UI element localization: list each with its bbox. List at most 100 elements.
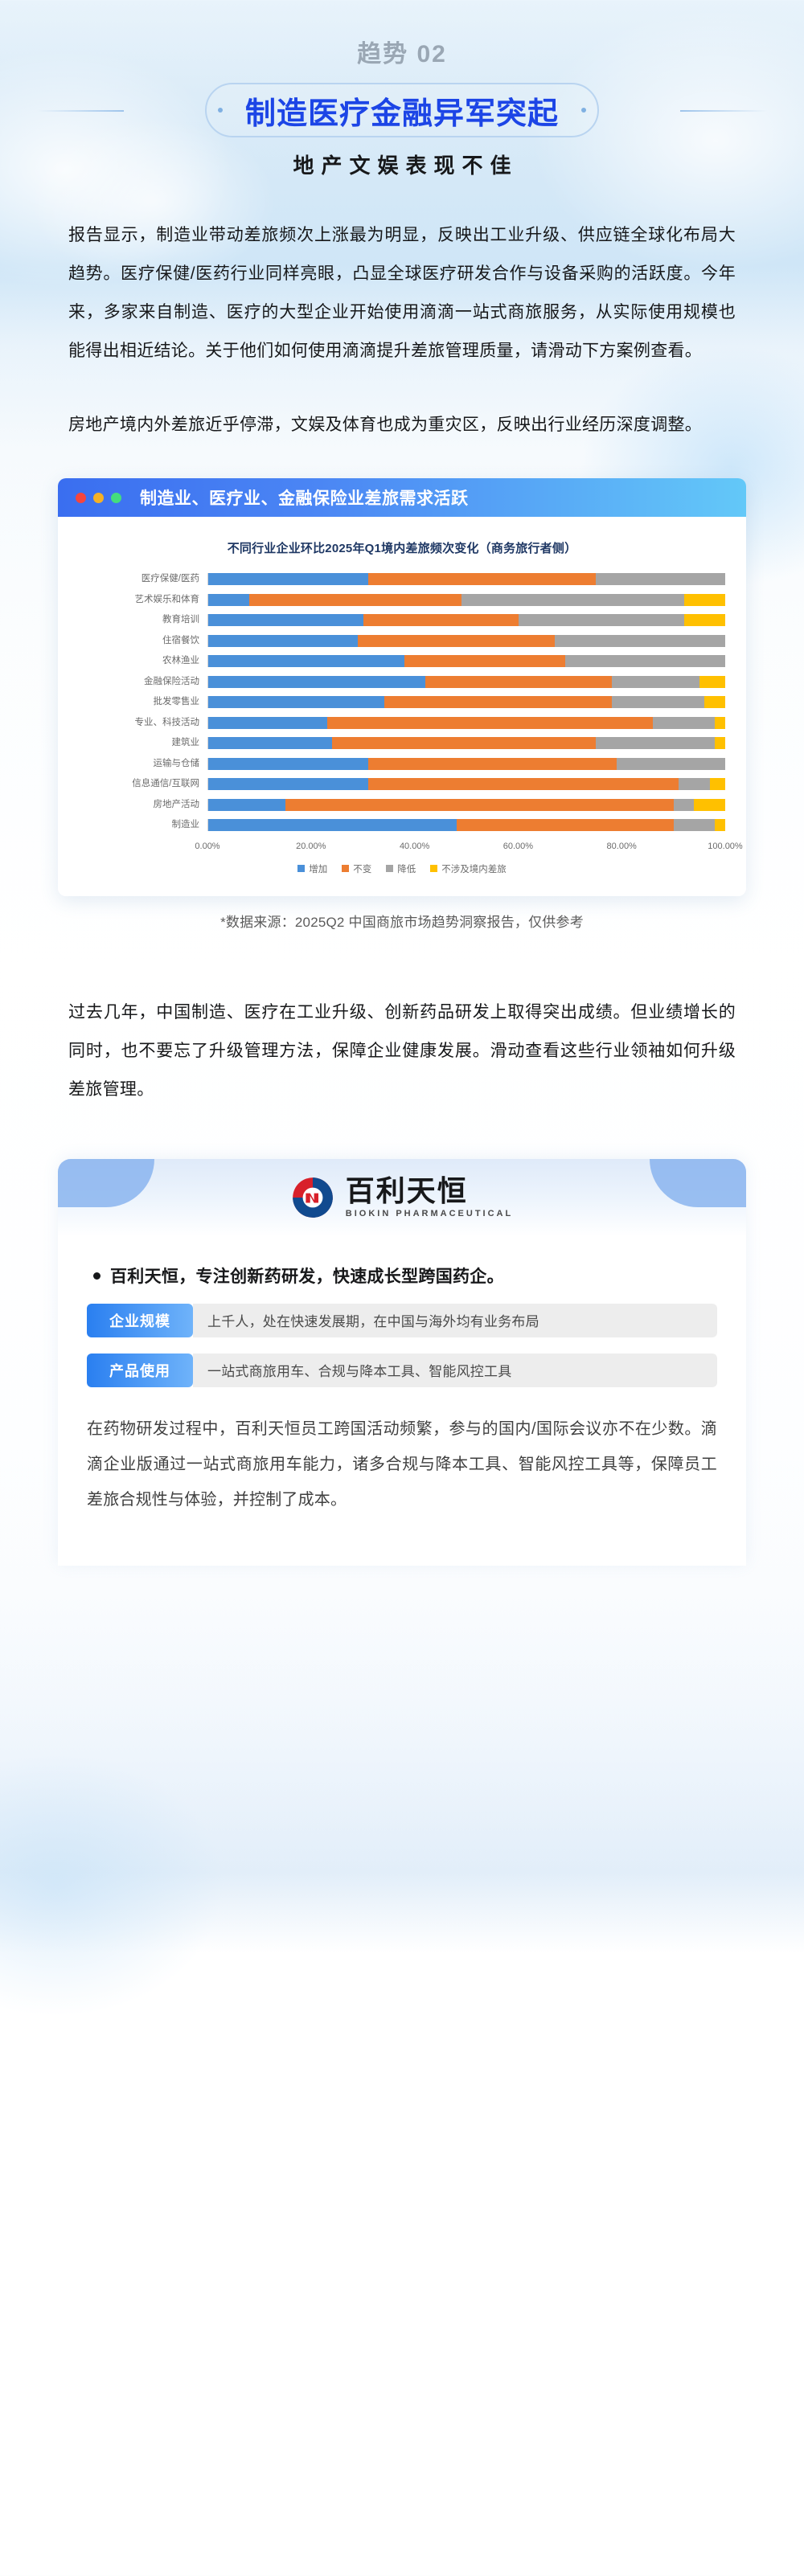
legend-swatch-icon — [297, 865, 306, 872]
chart-title: 不同行业企业环比2025年Q1境内差旅频次变化（商务旅行者侧） — [227, 542, 577, 555]
chart-bar-segment — [285, 798, 674, 811]
chart-bar-segment — [683, 593, 725, 606]
chart-bar-segment — [652, 716, 716, 729]
logo-chinese-name: 百利天恒 — [345, 1173, 468, 1207]
chart-window-titlebar: 制造业、医疗业、金融保险业差旅需求活跃 — [58, 478, 746, 517]
chart-bar-segment — [694, 798, 725, 811]
chart-category-label: 教育培训 — [162, 615, 199, 625]
chart-row: 农林渔业 — [79, 651, 725, 672]
legend-swatch-icon — [342, 865, 350, 872]
chart-legend-item[interactable]: 增加 — [297, 862, 327, 875]
x-axis-tick-label: 100.00% — [708, 841, 743, 851]
legend-label: 降低 — [397, 864, 416, 874]
chart-row: 住宿餐饮 — [79, 631, 725, 652]
window-close-dot-icon[interactable] — [76, 492, 86, 503]
chart-bar-track — [207, 696, 725, 709]
chart-bar-segment — [404, 655, 565, 668]
chart-bar-segment — [368, 757, 617, 770]
chart-bar-track — [207, 655, 725, 668]
chart-bar-segment — [208, 716, 327, 729]
chart-bar-segment — [596, 573, 725, 586]
chart-bar-segment — [208, 614, 363, 627]
chart-category-label: 信息通信/互联网 — [132, 779, 199, 788]
chart-bar-segment — [368, 573, 597, 586]
chart-category-label: 艺术娱乐和体育 — [134, 594, 200, 604]
chart-bar-segment — [611, 696, 705, 709]
page-header: 趋势 02 制造医疗金融异军突起 地产文娱表现不佳 — [0, 0, 804, 179]
chart-row: 金融保险活动 — [79, 672, 725, 693]
chart-bar-track — [207, 675, 725, 688]
company-logo: 百利天恒 BIOKIN PHARMACEUTICAL — [291, 1176, 513, 1219]
chart-bar-track — [207, 614, 725, 627]
chart-bar-segment — [208, 757, 369, 770]
legend-label: 不涉及境内差旅 — [441, 864, 507, 874]
chart-bar-segment — [715, 716, 725, 729]
background-glow-bottom-left — [0, 1752, 225, 2017]
chart-bar-segment — [715, 737, 725, 750]
chart-bar-segment — [249, 593, 462, 606]
x-axis-tick-label: 80.00% — [606, 841, 637, 851]
chart-source-note: *数据来源：2025Q2 中国商旅市场趋势洞察报告，仅供参考 — [220, 914, 584, 930]
case-info-key: 产品使用 — [87, 1353, 193, 1387]
x-axis-ticks: 0.00% 20.00% 40.00% 60.00% 80.00% 100.00% — [195, 840, 742, 856]
chart-bar-segment — [368, 778, 679, 791]
chart-bar-segment — [208, 737, 333, 750]
biokin-logo-icon — [292, 1177, 333, 1218]
chart-bar-segment — [208, 778, 369, 791]
case-study-card: 百利天恒 BIOKIN PHARMACEUTICAL 百利天恒，专注创新药研发，… — [58, 1158, 746, 1566]
page-title: 制造医疗金融异军突起 — [244, 96, 559, 131]
chart-category-label: 建筑业 — [171, 738, 200, 747]
chart-bar-segment — [456, 819, 674, 832]
chart-bar-segment — [564, 655, 725, 668]
chart-bar-segment — [208, 593, 250, 606]
chart-bar-segment — [611, 675, 699, 688]
logo-text-block: 百利天恒 BIOKIN PHARMACEUTICAL — [345, 1173, 514, 1218]
chart-legend-item[interactable]: 不变 — [342, 862, 371, 875]
chart-bar-segment — [461, 593, 684, 606]
chart-row: 批发零售业 — [79, 692, 725, 713]
chart-row: 专业、科技活动 — [79, 713, 725, 734]
chart-bar-segment — [704, 696, 725, 709]
chart-category-label: 农林渔业 — [162, 656, 199, 666]
chart-row: 信息通信/互联网 — [79, 774, 725, 795]
window-maximize-dot-icon[interactable] — [111, 492, 121, 503]
chart-row: 建筑业 — [79, 733, 725, 754]
title-band: 制造医疗金融异军突起 — [0, 82, 804, 138]
chart-x-axis: 0.00% 20.00% 40.00% 60.00% 80.00% 100.00% — [79, 840, 742, 856]
chart-legend-item[interactable]: 降低 — [386, 862, 416, 875]
legend-label: 增加 — [309, 864, 328, 874]
chart-category-label: 房地产活动 — [153, 799, 200, 809]
window-minimize-dot-icon[interactable] — [93, 492, 104, 503]
chart-row: 制造业 — [79, 815, 725, 836]
chart-category-label: 住宿餐饮 — [162, 635, 199, 645]
title-rule-right — [680, 110, 767, 112]
chart-bar-track — [207, 778, 725, 791]
case-info-key: 企业规模 — [87, 1303, 193, 1337]
chart-legend-item[interactable]: 不涉及境内差旅 — [430, 862, 507, 875]
case-headline-text: 百利天恒，专注创新药研发，快速成长型跨国药企。 — [110, 1267, 504, 1286]
case-logo-band: 百利天恒 BIOKIN PHARMACEUTICAL — [58, 1158, 746, 1236]
chart-row: 运输与仓储 — [79, 754, 725, 775]
chart-bar-track — [207, 593, 725, 606]
chart-body: 不同行业企业环比2025年Q1境内差旅频次变化（商务旅行者侧） 医疗保健/医药艺… — [58, 517, 746, 896]
chart-bar-segment — [715, 819, 725, 832]
chart-bar-segment — [332, 737, 597, 750]
intro-paragraph-3: 过去几年，中国制造、医疗在工业升级、创新药品研发上取得突出成绩。但业绩增长的同时… — [68, 1002, 736, 1099]
chart-bar-segment — [673, 819, 716, 832]
chart-row: 艺术娱乐和体育 — [79, 590, 725, 611]
x-axis-tick-label: 20.00% — [296, 841, 326, 851]
case-info-row: 企业规模 上千人，处在快速发展期，在中国与海外均有业务布局 — [87, 1303, 717, 1337]
intro-paragraph-1: 报告显示，制造业带动差旅频次上涨最为明显，反映出工业升级、供应链全球化布局大趋势… — [68, 226, 736, 360]
chart-bar-segment — [358, 634, 555, 647]
chart-bar-segment — [673, 798, 695, 811]
chart-window-title: 制造业、医疗业、金融保险业差旅需求活跃 — [140, 489, 469, 508]
chart-bar-segment — [699, 675, 725, 688]
chart-bar-segment — [208, 819, 457, 832]
logo-english-name: BIOKIN PHARMACEUTICAL — [345, 1208, 514, 1218]
page-subtitle: 地产文娱表现不佳 — [293, 154, 519, 178]
x-axis-tick-label: 0.00% — [195, 841, 220, 851]
case-info-row: 产品使用 一站式商旅用车、合规与降本工具、智能风控工具 — [87, 1353, 717, 1387]
case-info-rows: 企业规模 上千人，处在快速发展期，在中国与海外均有业务布局 产品使用 一站式商旅用车、… — [58, 1303, 746, 1387]
chart-bar-segment — [208, 573, 369, 586]
title-pill: 制造医疗金融异军突起 — [204, 83, 599, 137]
